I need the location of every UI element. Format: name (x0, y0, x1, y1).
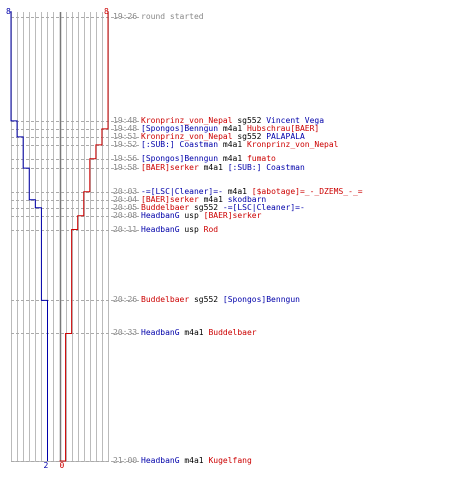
event-time: 20:26 (113, 295, 138, 304)
event-time: 19:51 (113, 132, 138, 141)
blue-team-start-count: 8 (6, 7, 11, 16)
red-team-end-count: 0 (59, 461, 65, 470)
blue-player-name: [Spongos]Benngun (141, 154, 219, 163)
red-player-name: Kronprinz_von_Nepal (141, 132, 233, 141)
blue-player-name: -=[LSC|Cleaner]=- (222, 203, 305, 212)
blue-player-name: HeadbanG (141, 328, 180, 337)
blue-team-alive-line (10, 11, 48, 461)
event-description: round started (141, 12, 204, 21)
event-time: 19:26 (113, 12, 138, 21)
event-time: 21:00 (113, 456, 138, 465)
event-time: 20:08 (113, 211, 138, 220)
event-time: 19:48 (113, 116, 138, 125)
red-player-name: Kugelfang (208, 456, 252, 465)
blue-player-name: HeadbanG (141, 225, 180, 234)
weapon-name: sg552 (189, 203, 223, 212)
weapon-name: usp (179, 211, 204, 220)
blue-player-name: [:SUB:] Coastman (227, 163, 305, 172)
weapon-name: m4a1 (222, 187, 252, 196)
event-description: HeadbanG usp Rod (141, 225, 218, 234)
blue-player-name: Vincent Vega (266, 116, 325, 125)
blue-player-name: HeadbanG (141, 456, 180, 465)
event-description: Kronprinz_von_Nepal sg552 PALAPALA (141, 132, 305, 141)
weapon-name: m4a1 (198, 195, 228, 204)
event-description: Kronprinz_von_Nepal sg552 Vincent Vega (141, 116, 324, 125)
blue-player-name: HeadbanG (141, 211, 180, 220)
weapon-name: sg552 (189, 295, 223, 304)
red-player-name: Kronprinz_von_Nepal (246, 140, 339, 149)
event-description: Buddelbaer sg552 -=[LSC|Cleaner]=- (141, 203, 305, 212)
blue-player-name: [:SUB:] Coastman (141, 140, 219, 149)
blue-team-end-count: 2 (43, 461, 49, 470)
weapon-name: m4a1 (218, 140, 247, 149)
red-player-name: [$abotage]=_-_DZEMS_-_= (251, 187, 363, 196)
red-player-name: [BAER]serker (141, 195, 199, 204)
event-description: HeadbanG m4a1 Kugelfang (141, 456, 252, 465)
blue-player-name: PALAPALA (266, 132, 305, 141)
blue-player-name: [Spongos]Benngun (141, 124, 219, 133)
grid-lines (11, 12, 109, 462)
weapon-name: m4a1 (218, 124, 247, 133)
red-player-name: Buddelbaer (208, 328, 257, 337)
event-description: -=[LSC|Cleaner]=- m4a1 [$abotage]=_-_DZE… (141, 187, 363, 196)
red-player-name: [BAER]serker (203, 211, 262, 220)
red-player-name: Buddelbaer (141, 295, 190, 304)
status-text: round started (141, 12, 204, 21)
event-description: [BAER]serker m4a1 [:SUB:] Coastman (141, 163, 305, 172)
red-player-name: Buddelbaer (141, 203, 190, 212)
red-player-name: Hubschrau[BAER] (246, 124, 320, 133)
event-time: 19:58 (113, 163, 138, 172)
event-description: [Spongos]Benngun m4a1 Hubschrau[BAER] (141, 124, 319, 133)
event-time: 20:05 (113, 203, 138, 212)
event-time: 20:03 (113, 187, 138, 196)
weapon-name: m4a1 (179, 456, 209, 465)
event-time: 20:11 (113, 225, 138, 234)
weapon-name: sg552 (232, 116, 267, 125)
weapon-name: m4a1 (218, 154, 247, 163)
event-time: 20:33 (113, 328, 138, 337)
blue-player-name: -=[LSC|Cleaner]=- (141, 187, 223, 196)
event-time: 19:48 (113, 124, 138, 133)
red-player-name: Rod (203, 225, 219, 234)
event-time: 19:56 (113, 154, 138, 163)
event-time: 19:52 (113, 140, 138, 149)
red-team-alive-line (59, 11, 109, 462)
event-time: 20:04 (113, 195, 138, 204)
red-player-name: fumato (246, 154, 276, 163)
weapon-name: usp (179, 225, 204, 234)
red-player-name: [BAER]serker (141, 163, 199, 172)
event-guide-lines (11, 17, 140, 462)
event-description: [Spongos]Benngun m4a1 fumato (141, 154, 276, 163)
blue-player-name: [Spongos]Benngun (222, 295, 300, 304)
event-description: HeadbanG m4a1 Buddelbaer (141, 328, 257, 337)
blue-player-name: skodbarn (227, 195, 267, 204)
red-team-start-count: 8 (104, 7, 109, 16)
weapon-name: m4a1 (179, 328, 209, 337)
event-description: Buddelbaer sg552 [Spongos]Benngun (141, 295, 300, 304)
red-player-name: Kronprinz_von_Nepal (141, 116, 233, 125)
event-description: HeadbanG usp [BAER]serker (141, 211, 261, 220)
weapon-name: m4a1 (198, 163, 228, 172)
event-description: [BAER]serker m4a1 skodbarn (141, 195, 266, 204)
event-description: [:SUB:] Coastman m4a1 Kronprinz_von_Nepa… (141, 140, 338, 149)
weapon-name: sg552 (232, 132, 267, 141)
